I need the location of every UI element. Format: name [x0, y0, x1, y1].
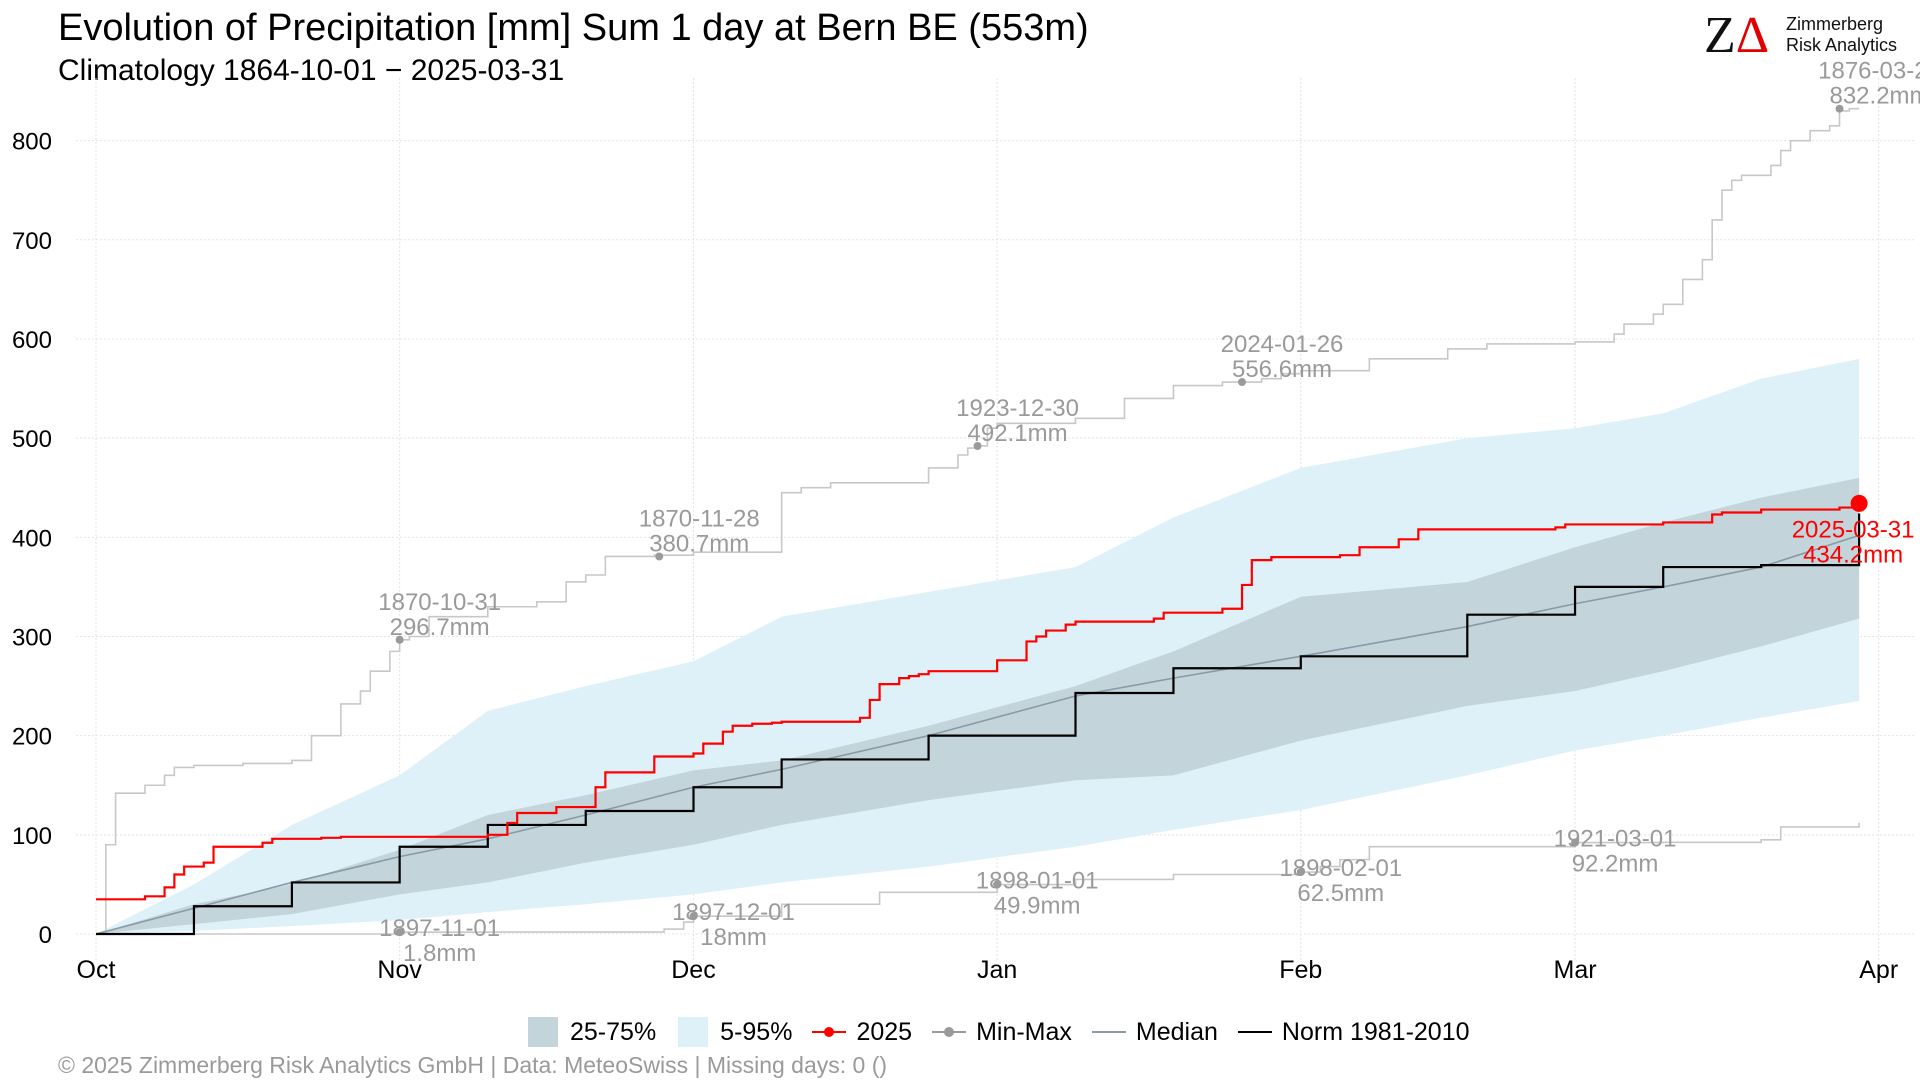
annotation-marker — [1571, 838, 1580, 847]
annotation-value: 18mm — [700, 924, 767, 951]
annotation-marker — [1296, 868, 1305, 877]
annotation-date: 1870-10-31 — [378, 589, 501, 616]
legend-key-median — [1091, 1015, 1126, 1049]
x-tick-label: Mar — [1554, 956, 1597, 984]
legend-label-median: Median — [1135, 1017, 1218, 1046]
legend-key-current — [812, 1015, 847, 1049]
annotation-value: 832.2mm — [1829, 83, 1920, 110]
current-point-value: 434.2mm — [1803, 541, 1903, 568]
annotation-marker — [1835, 104, 1844, 113]
annotation-value: 1.8mm — [403, 940, 476, 967]
footer-credit: © 2025 Zimmerberg Risk Analytics GmbH | … — [58, 1052, 888, 1078]
legend-label-iqr: 25-75% — [570, 1017, 657, 1046]
annotation-date: 1870-11-28 — [639, 505, 760, 532]
annotation-marker — [655, 552, 664, 561]
x-tick-label: Oct — [77, 956, 116, 984]
precipitation-chart: 0 100 200 300 400 500 600 700 800 Oct Nov Dec Jan Feb… — [12, 58, 1920, 984]
legend-item-p90: 5-95% — [676, 1015, 792, 1049]
current-point-date: 2025-03-31 — [1792, 516, 1915, 543]
series-2025-line — [96, 503, 1861, 901]
y-tick-label: 0 — [39, 922, 52, 949]
band-25-75 — [96, 477, 1860, 934]
annotation-date: 1897-12-01 — [672, 899, 795, 926]
legend-label-p90: 5-95% — [720, 1017, 793, 1046]
annotation-value: 92.2mm — [1572, 851, 1659, 878]
chart-subtitle: Climatology 1864-10-01 − 2025-03-31 — [58, 54, 565, 87]
legend-item-iqr: 25-75% — [526, 1015, 656, 1049]
legend-item-median: Median — [1091, 1015, 1218, 1049]
annotation-marker — [993, 880, 1002, 889]
annotation-date: 1921-03-01 — [1554, 826, 1677, 853]
x-tick-label: Nov — [377, 956, 422, 984]
y-tick-label: 100 — [12, 823, 52, 850]
y-tick-label: 300 — [12, 624, 52, 651]
series-min-line — [96, 822, 1860, 935]
x-tick-label: Feb — [1279, 956, 1322, 984]
logo-z: Z — [1704, 7, 1736, 64]
chart-legend: 25-75% 5-95% 2025 Min-Max Median Norm 19… — [526, 1012, 1490, 1052]
x-tick-label: Jan — [977, 956, 1017, 984]
y-tick-label: 600 — [12, 327, 52, 354]
logo-text: Zimmerberg Risk Analytics — [1786, 14, 1897, 56]
annotation-date: 2024-01-26 — [1221, 331, 1344, 358]
legend-key-norm — [1237, 1015, 1272, 1049]
y-tick-label: 700 — [12, 228, 52, 255]
annotation-date: 1897-11-01 — [379, 915, 500, 942]
annotation-date: 1876-03-29 — [1818, 58, 1920, 85]
annotation-value: 492.1mm — [968, 420, 1068, 447]
legend-item-norm: Norm 1981-2010 — [1237, 1015, 1470, 1049]
band-5-95 — [96, 358, 1860, 935]
legend-key-p90 — [676, 1015, 710, 1049]
legend-label-minmax: Min-Max — [976, 1017, 1072, 1046]
annotation-value: 556.6mm — [1232, 356, 1332, 383]
y-tick-label: 200 — [12, 724, 52, 751]
logo-line-1: Zimmerberg — [1786, 14, 1884, 34]
legend-key-iqr — [526, 1015, 560, 1049]
logo-mark: ZΔ — [1704, 10, 1769, 62]
annotation-marker — [973, 441, 982, 450]
y-tick-label: 400 — [12, 525, 52, 552]
zimmerberg-logo: ZΔ Zimmerberg Risk Analytics — [1704, 10, 1904, 62]
legend-key-minmax — [932, 1015, 967, 1049]
chart-title: Evolution of Precipitation [mm] Sum 1 da… — [58, 7, 1089, 49]
annotation-date: 1898-01-01 — [976, 868, 1099, 895]
x-tick-label: Dec — [671, 956, 715, 984]
annotation-marker — [1238, 378, 1247, 387]
logo-line-2: Risk Analytics — [1786, 35, 1898, 55]
annotation-value: 49.9mm — [994, 893, 1081, 920]
legend-item-current: 2025 — [812, 1015, 912, 1049]
y-tick-label: 500 — [12, 426, 52, 453]
annotation-date: 1898-02-01 — [1279, 855, 1402, 882]
annotation-marker — [395, 635, 404, 644]
series-max-line — [96, 107, 1860, 935]
annotation-marker — [689, 912, 698, 921]
legend-item-minmax: Min-Max — [932, 1015, 1072, 1049]
annotation-value: 296.7mm — [390, 614, 490, 641]
y-tick-label: 800 — [12, 129, 52, 156]
legend-label-current: 2025 — [856, 1017, 913, 1046]
annotation-value: 62.5mm — [1297, 880, 1384, 907]
x-tick-label: Apr — [1859, 956, 1898, 984]
current-point — [1850, 494, 1868, 512]
legend-label-norm: Norm 1981-2010 — [1281, 1017, 1470, 1046]
series-norm-line — [96, 513, 1861, 936]
annotation-date: 1923-12-30 — [956, 395, 1079, 422]
annotation-marker — [395, 928, 404, 937]
logo-delta: Δ — [1735, 7, 1770, 64]
annotation-value: 380.7mm — [649, 530, 749, 557]
